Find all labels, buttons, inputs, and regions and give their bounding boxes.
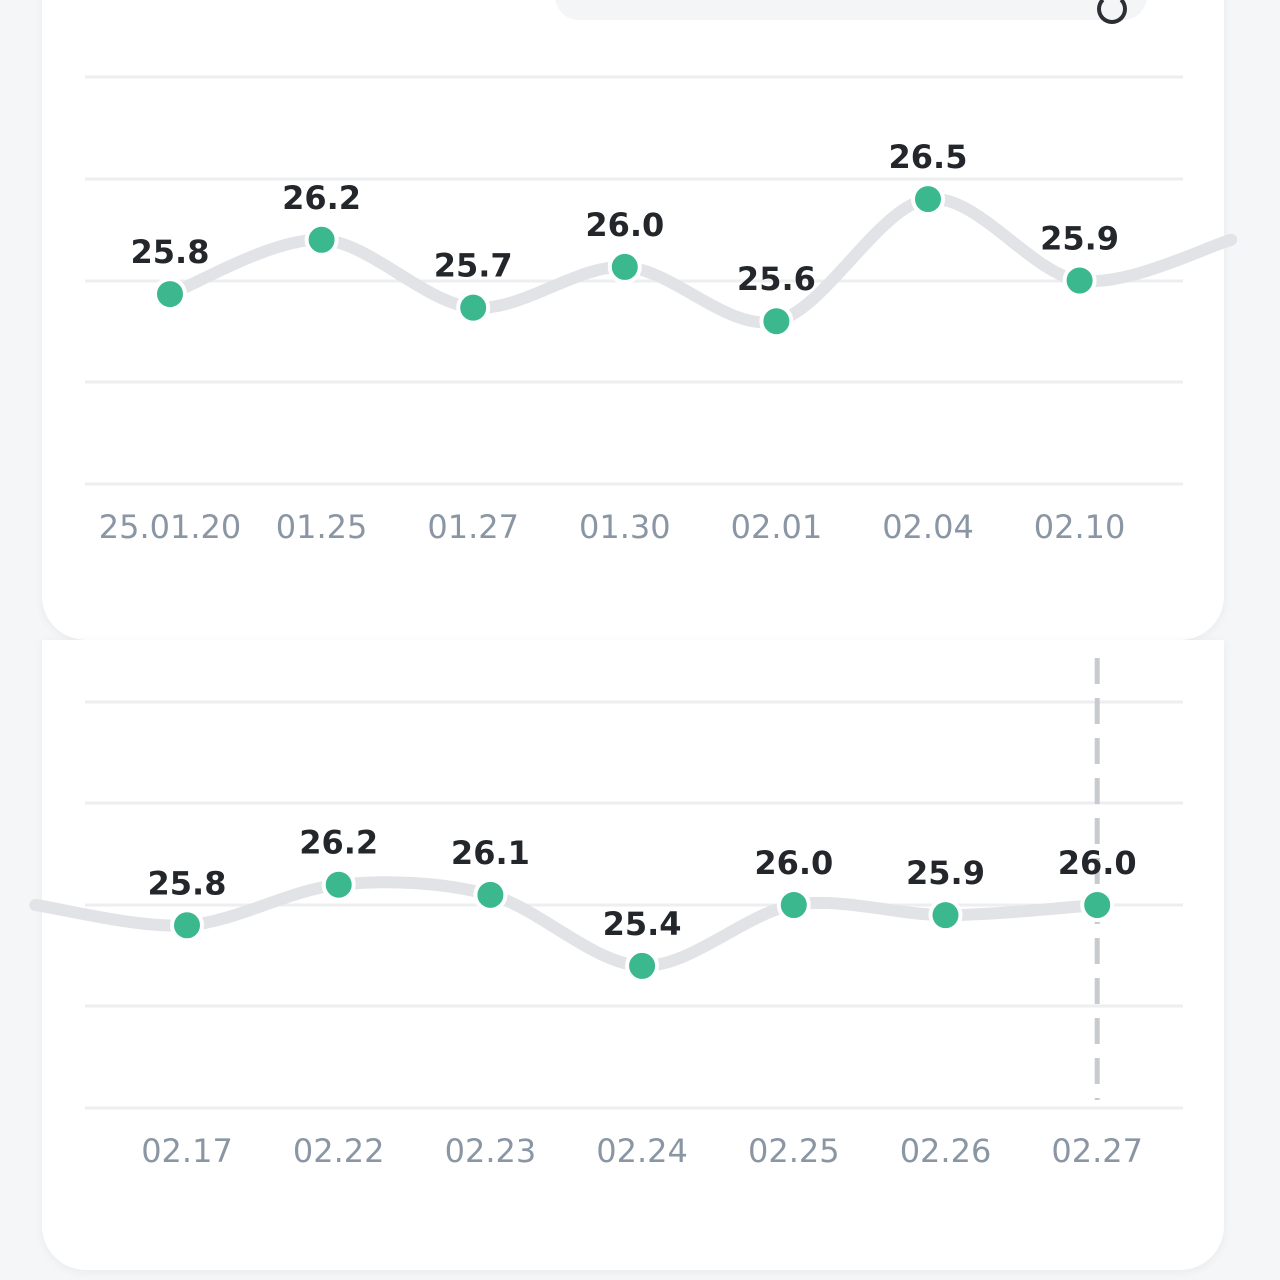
value-label: 26.0	[1058, 844, 1137, 882]
x-tick-label: 02.26	[900, 1132, 992, 1170]
data-point[interactable]	[607, 249, 642, 284]
data-points	[170, 867, 1115, 983]
data-point[interactable]	[1080, 888, 1115, 922]
data-point[interactable]	[153, 277, 187, 312]
value-labels: 25.8 26.2 26.1 25.4 26.0 25.9 26.0	[148, 824, 1137, 943]
data-point[interactable]	[759, 304, 794, 339]
value-label: 26.5	[889, 138, 968, 176]
x-tick-label: 01.27	[427, 508, 519, 546]
weight-chart-bottom: 25.826.2 26.125.426.0 25.9 26.0 02.17 02.22 0…	[29, 658, 1183, 1170]
x-tick-label: 02.25	[748, 1132, 840, 1170]
x-tick-label: 02.10	[1034, 508, 1126, 546]
value-label: 26.1	[451, 834, 530, 872]
data-point[interactable]	[456, 290, 491, 325]
data-point[interactable]	[304, 222, 339, 257]
x-axis-labels: 25.01.20 01.25 01.27 01.30 02.01 02.04 02.10	[99, 508, 1126, 546]
x-tick-label: 02.01	[731, 508, 823, 546]
grid-lines	[85, 75, 1183, 486]
value-label: 25.8	[131, 233, 210, 271]
trend-line	[29, 876, 1104, 972]
x-tick-label: 01.30	[579, 508, 671, 546]
value-label: 26.2	[299, 824, 378, 862]
x-tick-label: 02.23	[445, 1132, 537, 1170]
data-point[interactable]	[170, 908, 204, 943]
x-tick-label: 25.01.20	[99, 508, 242, 546]
value-label: 25.9	[1040, 220, 1119, 258]
chart-card-top	[42, 0, 1224, 640]
data-point[interactable]	[625, 948, 660, 983]
grid-lines	[85, 700, 1183, 1110]
x-tick-label: 02.22	[293, 1132, 385, 1170]
x-tick-label: 02.24	[596, 1132, 688, 1170]
value-label: 25.7	[434, 247, 513, 285]
value-label: 26.0	[754, 844, 833, 882]
value-label: 25.8	[148, 864, 227, 902]
data-points	[153, 182, 1097, 339]
range-selector-pill[interactable]	[555, 0, 1147, 24]
value-label: 25.9	[906, 854, 985, 892]
x-axis-labels: 02.17 02.22 02.23 02.24 02.25 02.26 02.27	[141, 1132, 1143, 1170]
trend-line	[164, 192, 1238, 329]
data-point[interactable]	[776, 888, 811, 922]
x-tick-label: 01.25	[276, 508, 368, 546]
value-labels: 25.8 26.2 25.7 26.0 25.6 26.5 25.9	[131, 138, 1120, 298]
data-point[interactable]	[911, 182, 945, 217]
data-point[interactable]	[473, 877, 508, 912]
value-label: 26.0	[585, 206, 664, 244]
weight-chart-top: 25.8 26.2 25.7 26.0 25.6 26.5 25.9 25.01.20 01.…	[85, 75, 1238, 546]
value-label: 26.2	[282, 179, 361, 217]
data-point[interactable]	[1062, 263, 1097, 298]
selector-icon	[1097, 0, 1127, 24]
x-tick-label: 02.27	[1051, 1132, 1143, 1170]
value-label: 25.4	[603, 905, 682, 943]
value-label: 25.6	[737, 260, 816, 298]
x-tick-label: 02.17	[141, 1132, 233, 1170]
x-tick-label: 02.04	[882, 508, 974, 546]
data-point[interactable]	[321, 867, 356, 902]
data-point[interactable]	[928, 898, 963, 933]
